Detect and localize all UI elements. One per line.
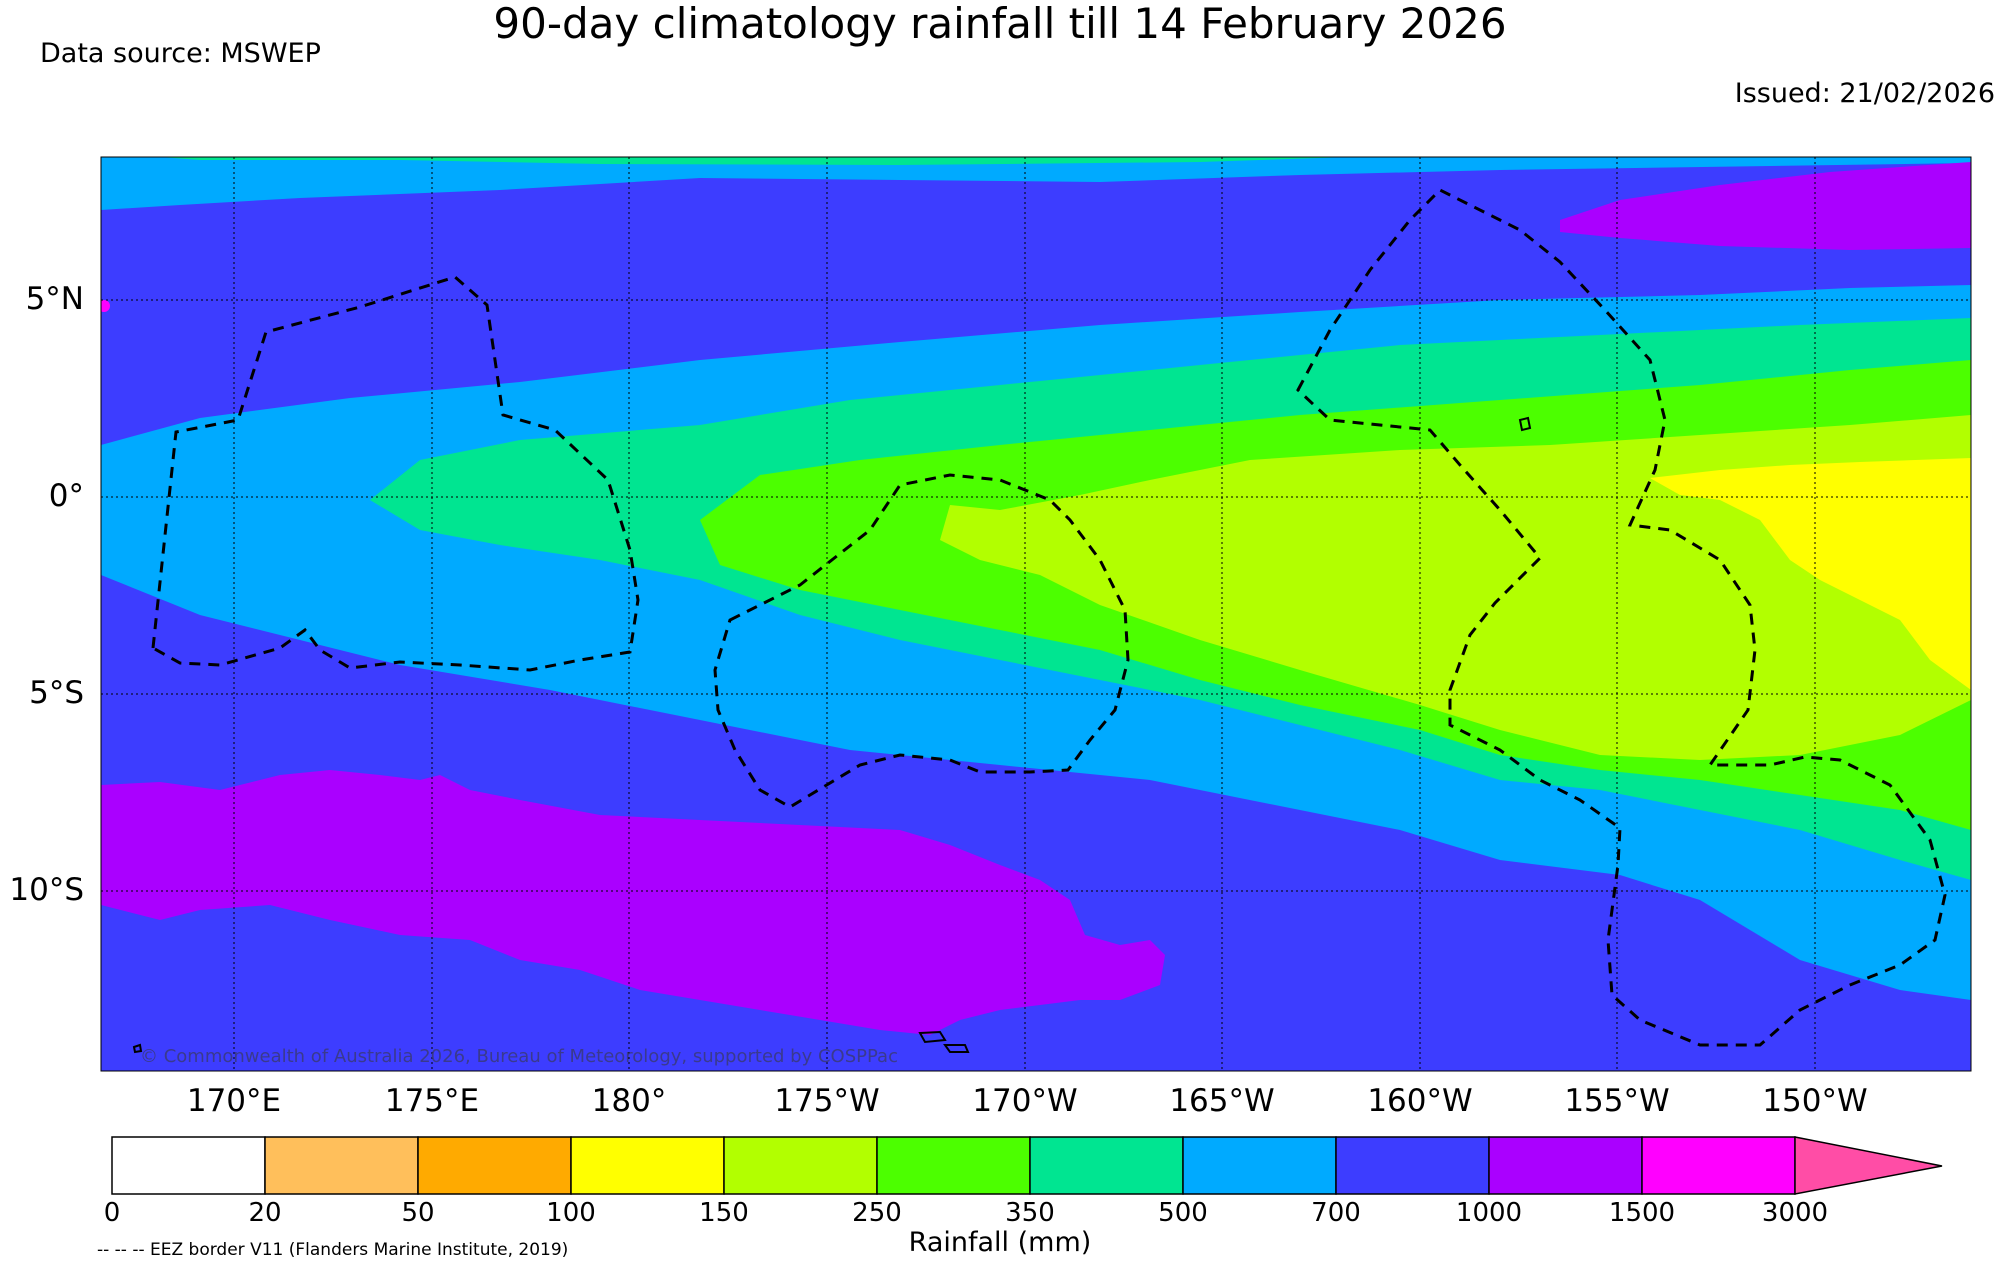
- cb-tick-500: 500: [1158, 1198, 1208, 1228]
- island-small: [132, 1043, 143, 1054]
- cb-swatch-10: [1641, 1136, 1796, 1195]
- lat-label-0: 0°: [48, 478, 84, 514]
- lon-label-180: 180°: [591, 1083, 667, 1119]
- lon-label-155w: 155°W: [1564, 1083, 1670, 1119]
- copyright-notice: © Commonwealth of Australia 2026, Bureau…: [140, 1046, 898, 1067]
- cb-swatch-7: [1182, 1136, 1337, 1195]
- lon-label-150w: 150°W: [1762, 1083, 1868, 1119]
- eez-legend-note: -- -- -- EEZ border V11 (Flanders Marine…: [97, 1240, 569, 1260]
- page-title: 90-day climatology rainfall till 14 Febr…: [493, 0, 1507, 48]
- cb-swatch-8: [1335, 1136, 1490, 1195]
- band-100-150: [1650, 458, 1971, 690]
- cb-tick-0: 0: [103, 1198, 121, 1228]
- band-500-700-north: [101, 157, 1971, 210]
- lat-label-5s: 5°S: [29, 675, 84, 711]
- eez-kiribati-line: [1296, 188, 1947, 1047]
- cb-swatch-0: [111, 1136, 266, 1195]
- graticule: [101, 157, 1971, 1071]
- band-1000-1500-south: [101, 770, 1165, 1035]
- data-source: Data source: MSWEP: [40, 38, 321, 69]
- eez-kiribati-phoenix: [713, 473, 1130, 809]
- cb-tick-700: 700: [1311, 1198, 1361, 1228]
- issued-date: Issued: 21/02/2026: [1734, 78, 1995, 109]
- lon-label-165w: 165°W: [1169, 1083, 1275, 1119]
- rainfall-contours: [101, 157, 1971, 1071]
- cb-swatch-3: [570, 1136, 725, 1195]
- cb-tick-350: 350: [1005, 1198, 1055, 1228]
- lon-label-160w: 160°W: [1367, 1083, 1473, 1119]
- cb-swatch-4: [723, 1136, 878, 1195]
- lon-label-175e: 175°E: [384, 1083, 480, 1119]
- cb-swatch-arrow: [1794, 1136, 1943, 1195]
- cb-swatch-2: [417, 1136, 572, 1195]
- cb-swatch-6: [1029, 1136, 1184, 1195]
- cb-tick-1000: 1000: [1455, 1198, 1523, 1228]
- band-1000-1500-north: [1560, 162, 1971, 250]
- eez-borders: [151, 188, 1947, 1047]
- cb-swatch-5: [876, 1136, 1031, 1195]
- island-samoa-2: [943, 1044, 970, 1053]
- lat-label-5n: 5°N: [25, 281, 84, 317]
- cb-tick-100: 100: [546, 1198, 596, 1228]
- island-samoa-1: [918, 1030, 947, 1044]
- magenta-spot: [101, 300, 110, 312]
- cb-tick-50: 50: [401, 1198, 435, 1228]
- colorbar-title: Rainfall (mm): [908, 1227, 1092, 1258]
- islands: [132, 416, 1532, 1054]
- cb-swatch-9: [1488, 1136, 1643, 1195]
- cb-swatch-1: [264, 1136, 419, 1195]
- cb-tick-250: 250: [852, 1198, 902, 1228]
- colorbar: [111, 1136, 1943, 1195]
- cb-tick-150: 150: [699, 1198, 749, 1228]
- band-350-500-north: [160, 157, 1350, 165]
- map-frame: [100, 156, 1972, 1072]
- lon-label-170w: 170°W: [972, 1083, 1078, 1119]
- cb-tick-1500: 1500: [1608, 1198, 1676, 1228]
- band-150-250-main: [940, 415, 1971, 760]
- cb-tick-20: 20: [248, 1198, 282, 1228]
- island-jarvis: [1518, 416, 1532, 432]
- eez-kiribati-gilberts: [151, 275, 640, 672]
- lon-label-170e: 170°E: [186, 1083, 282, 1119]
- cb-tick-3000: 3000: [1761, 1198, 1829, 1228]
- lon-label-175w: 175°W: [774, 1083, 880, 1119]
- lat-label-10s: 10°S: [9, 872, 84, 908]
